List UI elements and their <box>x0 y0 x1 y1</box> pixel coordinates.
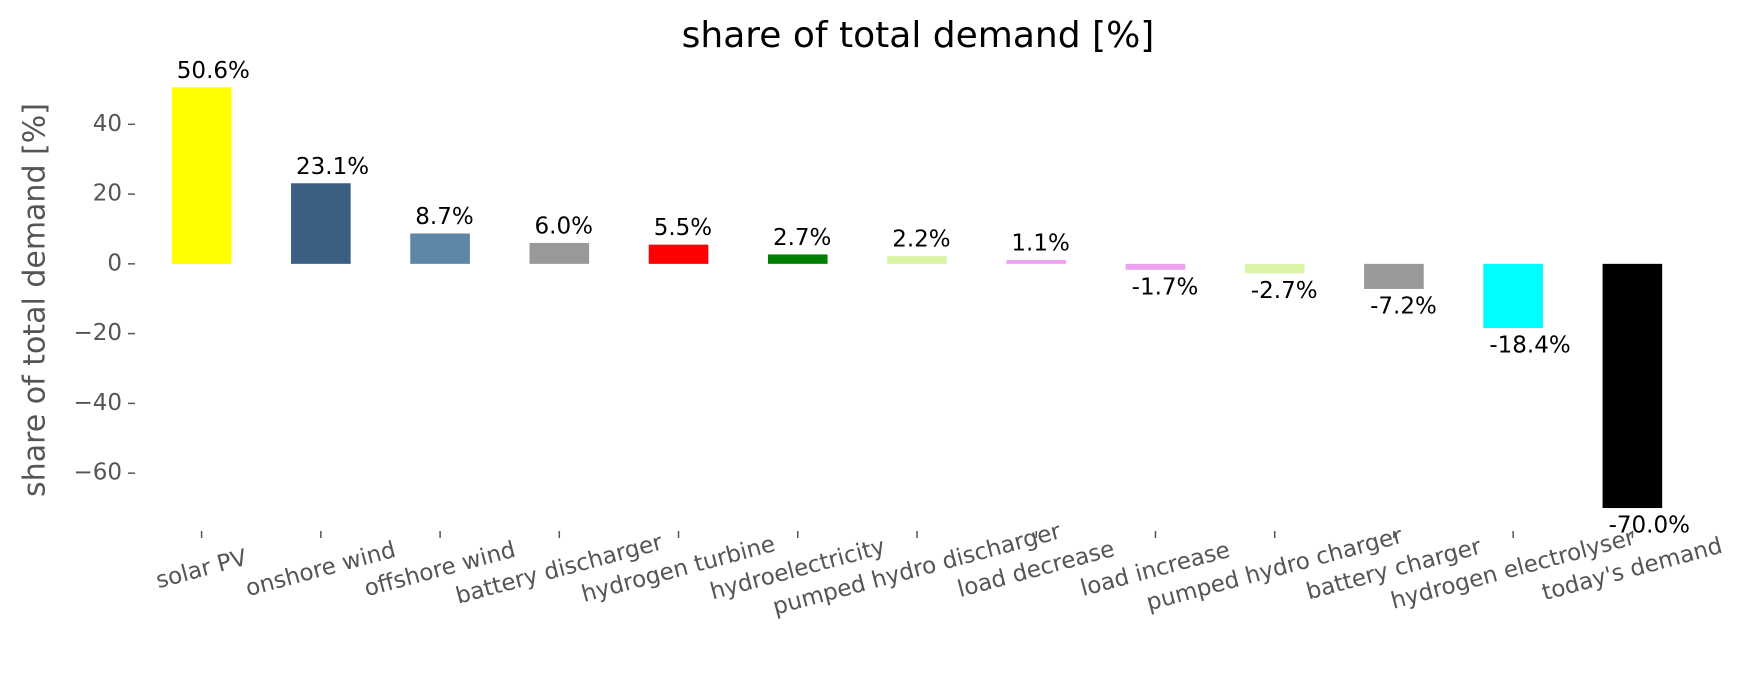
value-label: 8.7% <box>415 204 473 230</box>
bar <box>1125 263 1186 270</box>
value-label: -7.2% <box>1370 293 1437 319</box>
bar <box>529 242 590 264</box>
bar <box>410 233 470 264</box>
y-axis-label: share of total demand [%] <box>18 103 53 497</box>
value-label: 23.1% <box>296 154 369 180</box>
value-label: -70.0% <box>1609 513 1690 539</box>
value-label: 50.6% <box>177 58 250 84</box>
bar <box>1244 263 1305 274</box>
value-label: 6.0% <box>535 213 593 239</box>
bar <box>1364 263 1424 289</box>
y-tick-label: −20 <box>73 320 122 346</box>
value-label: -2.7% <box>1251 278 1318 304</box>
value-label: -18.4% <box>1489 333 1570 359</box>
bar <box>1006 260 1067 264</box>
x-tick-label: solar PV <box>153 545 250 594</box>
bar <box>887 256 947 264</box>
bar <box>1602 263 1663 509</box>
chart-title: share of total demand [%] <box>682 15 1155 56</box>
value-label: 2.7% <box>773 225 831 251</box>
value-label: 5.5% <box>654 215 712 241</box>
bar <box>767 254 828 264</box>
bar <box>291 183 351 264</box>
y-tick-label: 20 <box>93 181 122 207</box>
y-tick-label: 0 <box>107 250 122 276</box>
y-tick-label: −60 <box>73 460 122 486</box>
y-tick-label: −40 <box>73 390 122 416</box>
bar <box>1483 263 1543 329</box>
value-label: 1.1% <box>1011 231 1069 257</box>
value-label: 2.2% <box>892 227 950 253</box>
bar <box>171 87 232 264</box>
y-tick-label: 40 <box>93 111 122 137</box>
bar <box>648 244 709 264</box>
value-label: -1.7% <box>1132 274 1199 300</box>
